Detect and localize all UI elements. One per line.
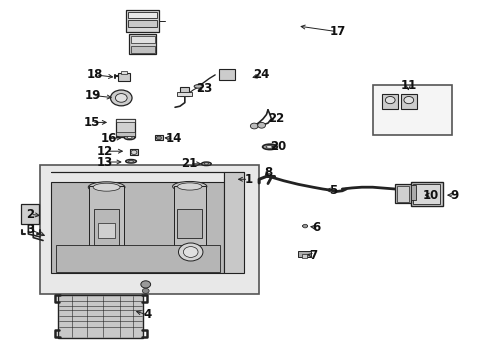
Bar [40, 165, 259, 294]
Circle shape [403, 96, 413, 104]
Bar [58, 295, 143, 338]
Polygon shape [51, 172, 243, 182]
Ellipse shape [183, 247, 198, 257]
Text: 1: 1 [244, 173, 252, 186]
Text: 10: 10 [422, 189, 439, 202]
Bar [126, 10, 159, 32]
Text: 11: 11 [399, 79, 416, 92]
Text: 6: 6 [312, 221, 320, 234]
Polygon shape [51, 182, 224, 273]
Ellipse shape [93, 183, 120, 191]
Ellipse shape [204, 163, 208, 165]
Text: 14: 14 [165, 132, 182, 145]
Circle shape [115, 94, 127, 102]
Ellipse shape [127, 136, 132, 139]
Bar [116, 119, 135, 137]
Text: 18: 18 [87, 68, 103, 81]
Circle shape [257, 122, 265, 128]
Ellipse shape [128, 161, 133, 162]
Bar [128, 20, 157, 27]
Bar [128, 12, 157, 18]
Ellipse shape [201, 162, 211, 166]
Bar [298, 251, 310, 257]
Bar [129, 34, 156, 54]
Bar [396, 186, 408, 202]
Circle shape [141, 281, 150, 288]
Text: 4: 4 [143, 309, 151, 321]
Circle shape [250, 123, 258, 129]
Text: 20: 20 [269, 140, 285, 153]
Ellipse shape [124, 135, 135, 140]
Ellipse shape [194, 85, 203, 88]
Circle shape [385, 96, 394, 104]
Bar [410, 185, 415, 200]
Bar [412, 184, 439, 204]
Text: 19: 19 [84, 89, 101, 102]
Bar [98, 223, 115, 238]
Bar [382, 94, 397, 109]
Bar [118, 73, 130, 81]
Ellipse shape [262, 144, 277, 150]
Text: 9: 9 [450, 189, 458, 202]
Bar [131, 36, 154, 43]
Bar [394, 184, 410, 203]
Bar [116, 119, 135, 122]
Text: 22: 22 [267, 112, 284, 125]
Bar [116, 132, 135, 136]
Text: 15: 15 [83, 116, 100, 129]
Bar [302, 254, 306, 258]
Bar [94, 209, 119, 245]
Bar [180, 87, 188, 96]
Ellipse shape [177, 183, 202, 190]
Ellipse shape [88, 182, 125, 193]
Text: 21: 21 [181, 157, 198, 170]
Bar [177, 209, 202, 238]
Polygon shape [224, 172, 243, 273]
Bar [410, 182, 442, 206]
Circle shape [302, 224, 307, 228]
Text: 23: 23 [196, 82, 212, 95]
Text: 17: 17 [328, 25, 345, 38]
Polygon shape [56, 245, 220, 272]
Ellipse shape [265, 145, 273, 148]
Text: 16: 16 [100, 132, 117, 145]
Text: 7: 7 [308, 249, 316, 262]
Text: 24: 24 [253, 68, 269, 81]
Bar [177, 92, 191, 96]
Bar [219, 69, 234, 80]
Text: 2: 2 [26, 208, 34, 221]
Text: 12: 12 [97, 145, 113, 158]
Text: 8: 8 [264, 166, 271, 179]
Bar [129, 149, 138, 155]
Circle shape [142, 288, 149, 293]
Bar [121, 71, 127, 74]
Circle shape [156, 136, 161, 140]
Ellipse shape [125, 159, 136, 163]
Circle shape [131, 150, 137, 154]
Text: 13: 13 [97, 156, 113, 168]
Bar [173, 186, 205, 258]
Text: 3: 3 [26, 223, 34, 236]
Bar [89, 186, 124, 258]
Circle shape [110, 90, 132, 106]
Bar [131, 46, 154, 53]
Bar [20, 204, 39, 224]
Bar [400, 94, 416, 109]
Bar [372, 85, 451, 135]
Ellipse shape [172, 181, 206, 192]
Bar [154, 135, 163, 140]
Ellipse shape [178, 243, 203, 261]
Text: 5: 5 [329, 184, 337, 197]
